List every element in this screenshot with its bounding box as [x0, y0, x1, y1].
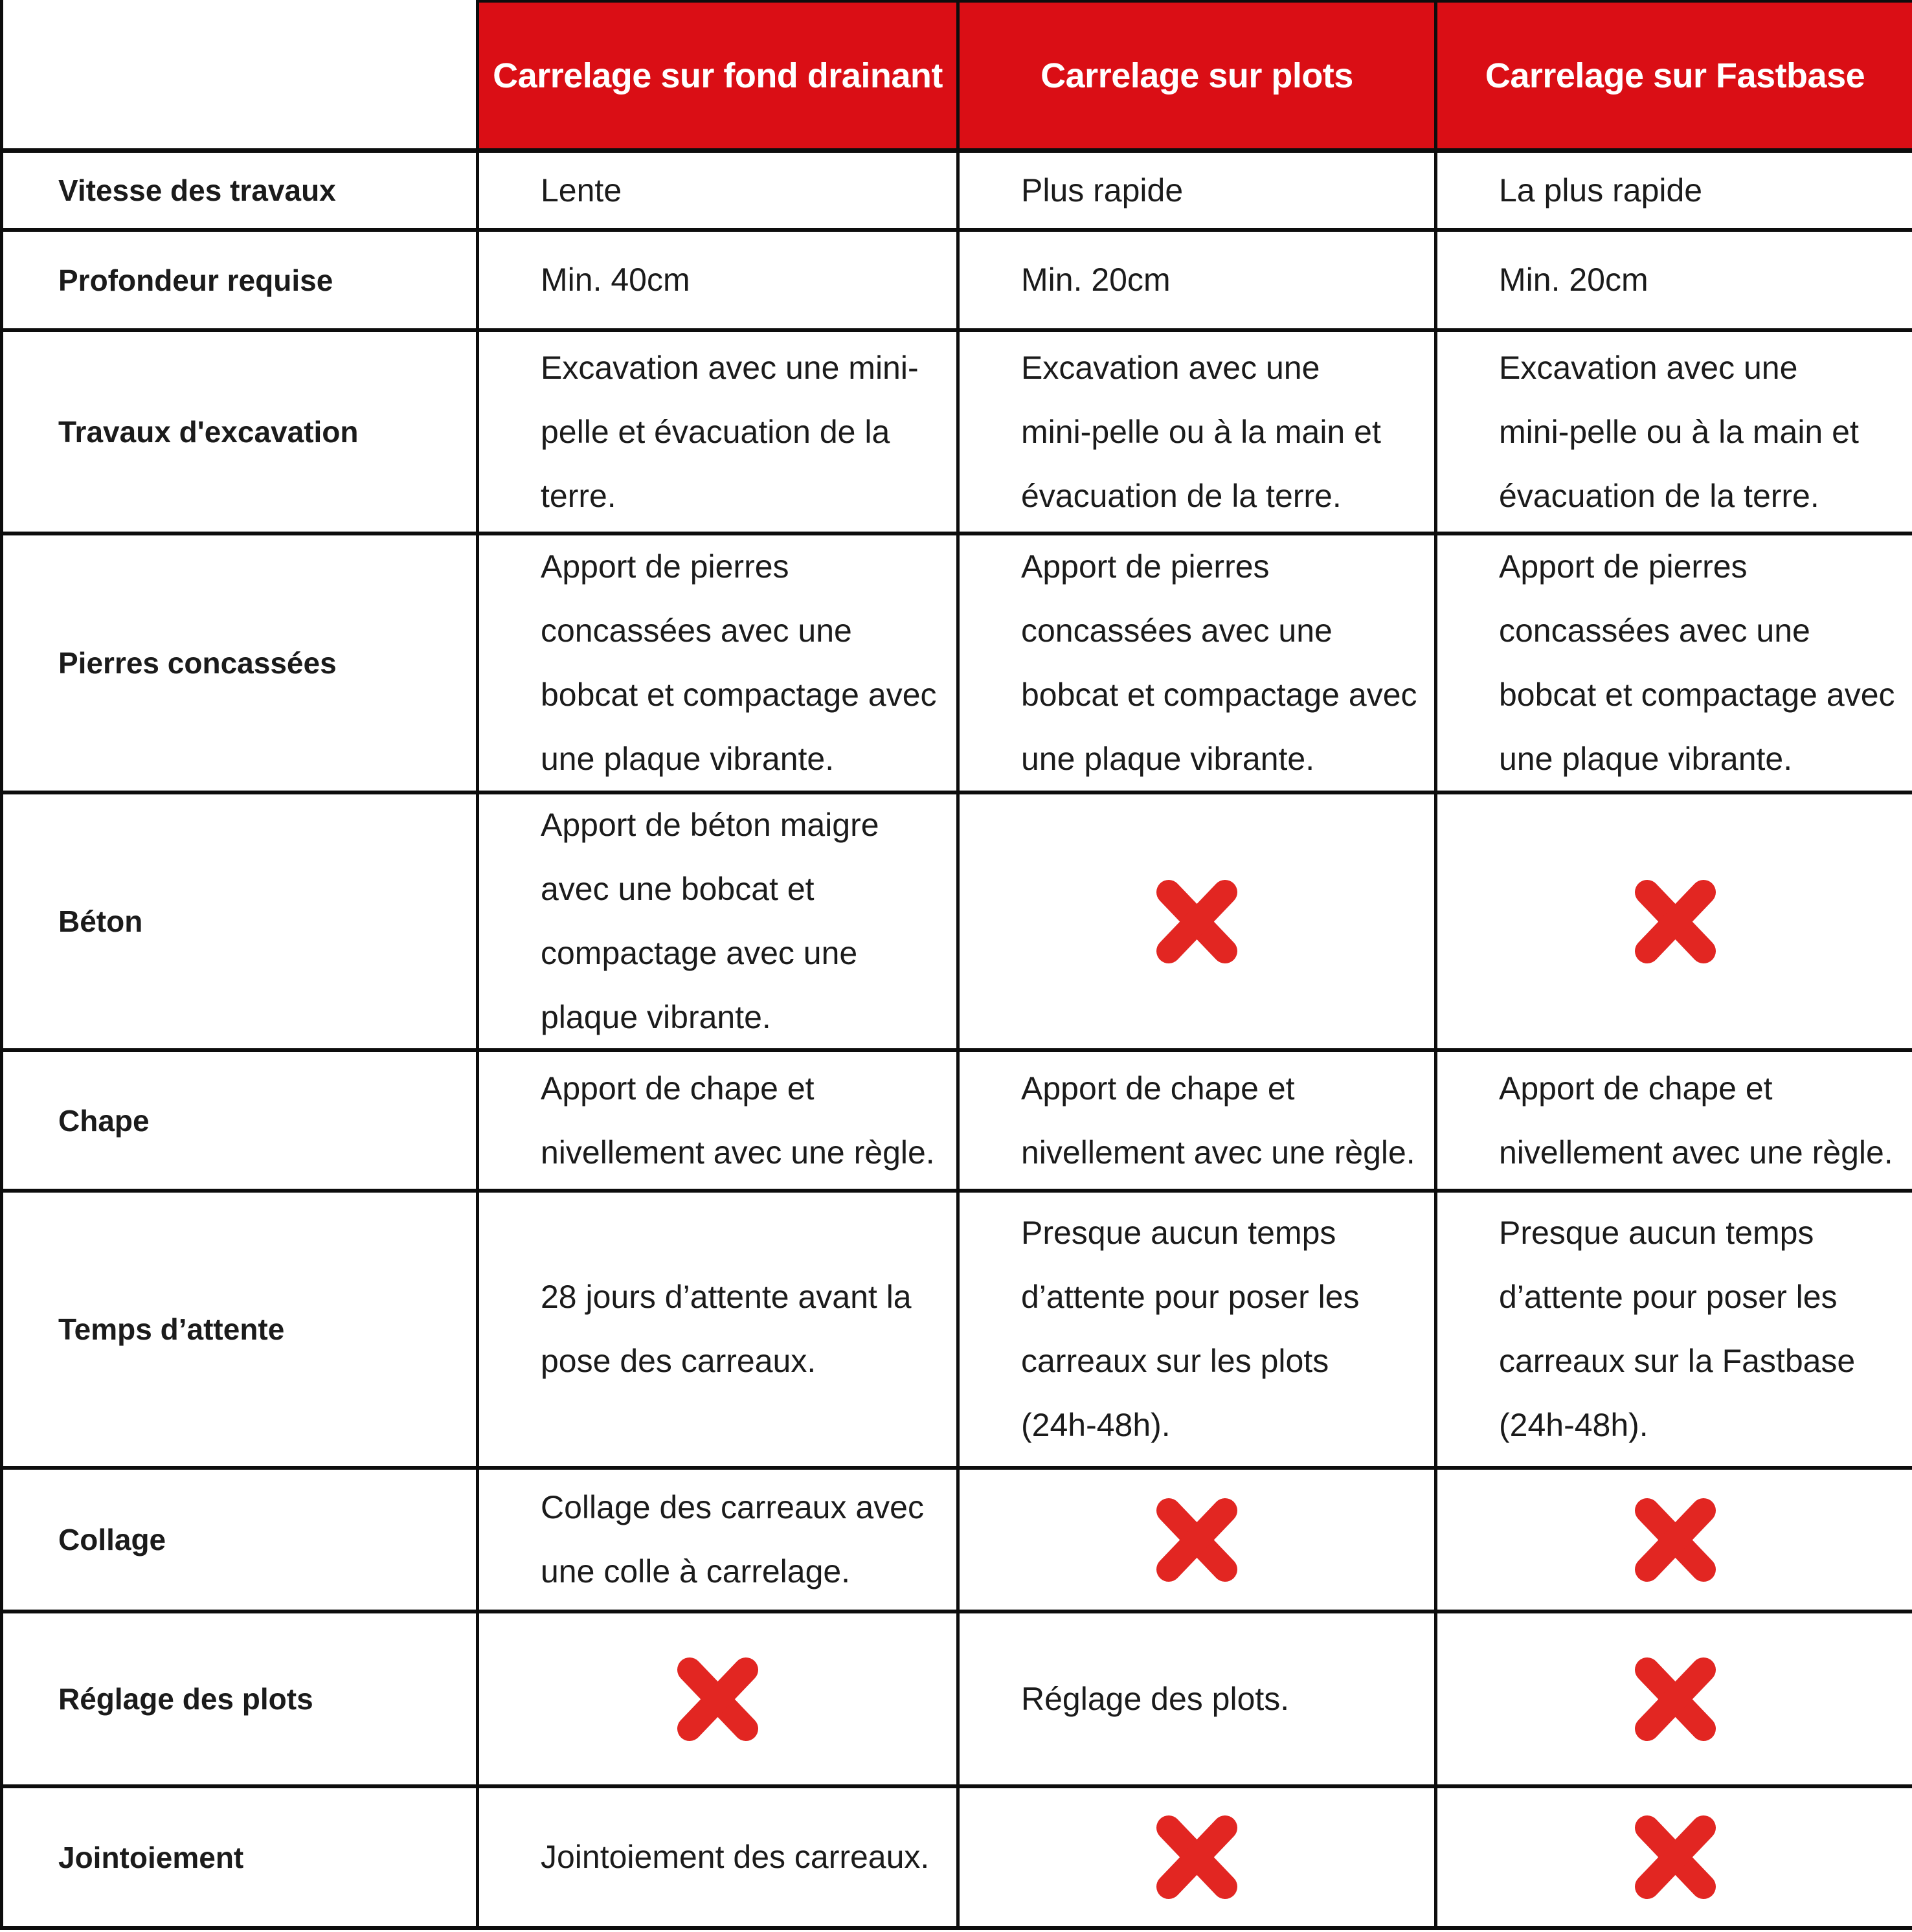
data-cell-text: Apport de pierres concassées avec une bo…	[1499, 548, 1895, 777]
data-cell-text: Excavation avec une mini-pelle ou à la m…	[1021, 349, 1381, 514]
data-cell-text: Min. 20cm	[1499, 262, 1648, 298]
data-cell: Apport de béton maigre avec une bobcat e…	[479, 794, 960, 1052]
data-cell-text: Apport de chape et nivellement avec une …	[1499, 1070, 1893, 1171]
data-cell-text: Presque aucun temps d’attente pour poser…	[1499, 1215, 1856, 1443]
data-cell-text: Collage des carreaux avec une colle à ca…	[541, 1489, 924, 1589]
x-icon	[1634, 879, 1716, 963]
row-label-text: Béton	[58, 904, 143, 938]
data-cell-text: Apport de chape et nivellement avec une …	[541, 1070, 935, 1171]
row-label-text: Vitesse des travaux	[58, 174, 336, 207]
x-cell	[1437, 1470, 1912, 1613]
x-icon	[1634, 1498, 1716, 1582]
data-cell-text: Réglage des plots.	[1021, 1680, 1290, 1717]
row-label: Travaux d'excavation	[3, 332, 479, 535]
data-cell: Excavation avec une mini- pelle et évacu…	[479, 332, 960, 535]
x-icon	[677, 1657, 758, 1741]
data-cell: Apport de chape et nivellement avec une …	[1437, 1052, 1912, 1193]
data-cell: Excavation avec une mini-pelle ou à la m…	[960, 332, 1437, 535]
data-cell: Apport de chape et nivellement avec une …	[479, 1052, 960, 1193]
row-label: Pierres concassées	[3, 535, 479, 794]
x-cell	[960, 1788, 1437, 1930]
row-label-text: Profondeur requise	[58, 263, 333, 297]
data-cell-text: Apport de pierres concassées avec une bo…	[541, 548, 937, 777]
data-cell-text: Lente	[541, 172, 622, 208]
data-cell: Apport de pierres concassées avec une bo…	[960, 535, 1437, 794]
data-cell-text: Min. 20cm	[1021, 262, 1171, 298]
data-cell: Presque aucun temps d’attente pour poser…	[960, 1193, 1437, 1470]
data-cell: Réglage des plots.	[960, 1613, 1437, 1788]
row-label-text: Travaux d'excavation	[58, 415, 359, 449]
data-cell-text: Presque aucun temps d’attente pour poser…	[1021, 1215, 1360, 1443]
data-cell: Presque aucun temps d’attente pour poser…	[1437, 1193, 1912, 1470]
x-icon	[1156, 1815, 1237, 1899]
data-cell-text: Plus rapide	[1021, 172, 1184, 208]
data-cell: Min. 20cm	[1437, 232, 1912, 332]
data-cell: La plus rapide	[1437, 153, 1912, 232]
x-cell	[960, 1470, 1437, 1613]
data-cell-text: Jointoiement des carreaux.	[541, 1839, 930, 1875]
row-label-text: Pierres concassées	[58, 646, 337, 680]
row-label: Béton	[3, 794, 479, 1052]
data-cell: Min. 20cm	[960, 232, 1437, 332]
data-cell-text: Apport de pierres concassées avec une bo…	[1021, 548, 1417, 777]
data-cell: 28 jours d’attente avant la pose des car…	[479, 1193, 960, 1470]
x-icon	[1634, 1815, 1716, 1899]
column-header: Carrelage sur Fastbase	[1437, 0, 1912, 153]
row-label: Temps d’attente	[3, 1193, 479, 1470]
x-icon	[1156, 1498, 1237, 1582]
data-cell: Apport de chape et nivellement avec une …	[960, 1052, 1437, 1193]
row-label: Collage	[3, 1470, 479, 1613]
data-cell-text: La plus rapide	[1499, 172, 1703, 208]
data-cell-text: Apport de béton maigre avec une bobcat e…	[541, 807, 879, 1035]
x-cell	[1437, 1613, 1912, 1788]
row-label-text: Chape	[58, 1103, 150, 1138]
data-cell-text: Excavation avec une mini- pelle et évacu…	[541, 349, 919, 514]
data-cell: Lente	[479, 153, 960, 232]
data-cell: Min. 40cm	[479, 232, 960, 332]
row-label-text: Jointoiement	[58, 1840, 244, 1874]
data-cell-text: Excavation avec une mini-pelle ou à la m…	[1499, 349, 1859, 514]
data-cell: Excavation avec une mini-pelle ou à la m…	[1437, 332, 1912, 535]
row-label: Vitesse des travaux	[3, 153, 479, 232]
x-icon	[1156, 879, 1237, 963]
data-cell: Apport de pierres concassées avec une bo…	[1437, 535, 1912, 794]
x-cell	[1437, 794, 1912, 1052]
row-label: Chape	[3, 1052, 479, 1193]
data-cell-text: Apport de chape et nivellement avec une …	[1021, 1070, 1415, 1171]
data-cell: Plus rapide	[960, 153, 1437, 232]
column-header-label: Carrelage sur plots	[1040, 56, 1353, 95]
row-label-text: Réglage des plots	[58, 1682, 313, 1716]
row-label-text: Temps d’attente	[58, 1312, 285, 1346]
corner-cell	[3, 0, 479, 153]
data-cell-text: Min. 40cm	[541, 262, 690, 298]
data-cell: Collage des carreaux avec une colle à ca…	[479, 1470, 960, 1613]
column-header-label: Carrelage sur Fastbase	[1485, 56, 1865, 95]
x-cell	[479, 1613, 960, 1788]
column-header: Carrelage sur plots	[960, 0, 1437, 153]
data-cell: Apport de pierres concassées avec une bo…	[479, 535, 960, 794]
data-cell-text: 28 jours d’attente avant la pose des car…	[541, 1279, 912, 1379]
row-label: Jointoiement	[3, 1788, 479, 1930]
data-cell: Jointoiement des carreaux.	[479, 1788, 960, 1930]
column-header: Carrelage sur fond drainant	[479, 0, 960, 153]
row-label: Profondeur requise	[3, 232, 479, 332]
x-cell	[960, 794, 1437, 1052]
x-icon	[1634, 1657, 1716, 1741]
row-label: Réglage des plots	[3, 1613, 479, 1788]
x-cell	[1437, 1788, 1912, 1930]
column-header-label: Carrelage sur fond drainant	[493, 56, 943, 95]
row-label-text: Collage	[58, 1523, 166, 1556]
